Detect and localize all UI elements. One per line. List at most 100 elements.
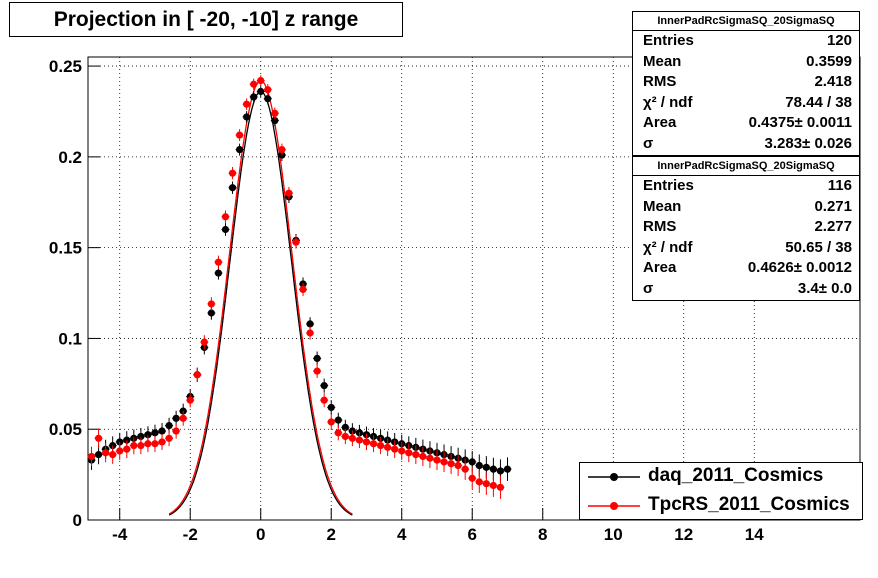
data-point <box>165 434 173 442</box>
y-tick-label: 0.1 <box>58 329 82 348</box>
data-point <box>334 416 342 424</box>
data-point <box>391 445 399 453</box>
stats-value: 2.418 <box>814 73 852 91</box>
data-point <box>214 269 223 277</box>
data-point <box>264 86 272 94</box>
data-point <box>235 131 244 139</box>
x-tick-label: -4 <box>112 525 128 544</box>
data-point <box>278 146 286 154</box>
data-point <box>306 320 314 328</box>
data-point <box>327 403 335 412</box>
data-point <box>243 100 251 108</box>
legend: daq_2011_Cosmics TpcRS_2011_Cosmics <box>579 462 863 520</box>
stats-label: Mean <box>643 52 682 70</box>
stats-label: Entries <box>643 32 694 49</box>
stats-value: 3.283± 0.026 <box>764 134 852 152</box>
data-point <box>355 436 364 444</box>
data-point <box>264 95 272 103</box>
data-point <box>426 454 434 462</box>
data-point <box>468 474 476 482</box>
x-tick-label: 6 <box>468 525 477 544</box>
data-point <box>207 309 215 317</box>
x-tick-label: 0 <box>256 525 265 544</box>
data-point <box>440 458 448 466</box>
data-point <box>376 441 385 450</box>
data-point <box>214 258 223 266</box>
stats-row-area: Area 0.4626± 0.0012 <box>633 258 859 279</box>
data-point <box>503 465 512 473</box>
y-tick-label: 0.15 <box>49 239 82 258</box>
data-point <box>172 414 180 422</box>
data-point <box>87 452 96 461</box>
legend-item-daq: daq_2011_Cosmics <box>580 463 864 491</box>
data-point <box>94 434 103 442</box>
data-point <box>144 431 152 439</box>
x-tick-label: 4 <box>397 525 407 544</box>
data-point <box>419 452 427 461</box>
data-point <box>179 414 187 422</box>
data-point <box>158 427 166 435</box>
data-point <box>362 438 371 446</box>
stats-label: RMS <box>643 218 677 236</box>
data-point <box>496 467 505 475</box>
stats-row-area: Area 0.4375± 0.0011 <box>633 113 859 134</box>
data-point <box>320 382 328 390</box>
data-point <box>454 461 462 470</box>
y-tick-label: 0.25 <box>49 57 82 76</box>
data-point <box>158 438 166 446</box>
data-point <box>250 80 258 88</box>
stats-value: 50.65 / 38 <box>785 238 852 256</box>
stats-row-sigma: σ 3.4± 0.0 <box>633 279 859 300</box>
data-point <box>102 449 110 457</box>
data-point <box>327 418 335 426</box>
stats-value: 78.44 / 38 <box>785 93 852 111</box>
stats-label: Area <box>643 114 677 132</box>
stats-label: RMS <box>643 73 677 91</box>
data-point <box>151 440 159 448</box>
stats-value: 0.4375± 0.0011 <box>748 114 852 132</box>
data-point <box>257 87 265 96</box>
data-point <box>271 116 279 125</box>
data-point <box>271 109 279 117</box>
stats-label: Area <box>643 259 677 277</box>
stats-value: 0.271 <box>814 197 852 215</box>
data-point <box>334 429 342 437</box>
data-point <box>482 463 490 471</box>
stats-row-rms: RMS 2.418 <box>633 72 859 93</box>
data-point <box>433 456 441 464</box>
stats-value: 120 <box>826 32 852 49</box>
data-point <box>250 93 258 101</box>
data-point <box>292 238 300 246</box>
data-point <box>369 440 378 448</box>
chart-title: Projection in [ -20, -10] z range <box>53 8 359 31</box>
data-point <box>461 465 469 473</box>
stats-row-rms: RMS 2.277 <box>633 217 859 238</box>
data-point <box>137 441 145 450</box>
legend-item-tpcrs: TpcRS_2011_Cosmics <box>580 492 864 520</box>
stats-label: Entries <box>643 177 694 194</box>
data-point <box>200 338 208 346</box>
stats-value: 0.4626± 0.0012 <box>747 259 852 277</box>
data-point <box>482 480 490 488</box>
data-point <box>151 429 159 437</box>
y-tick-label: 0 <box>73 511 82 530</box>
x-tick-label: 8 <box>538 525 547 544</box>
data-point <box>257 77 265 85</box>
legend-marker-tpcrs <box>588 502 640 510</box>
data-point <box>243 113 251 121</box>
data-point <box>475 461 483 470</box>
data-point <box>123 436 131 444</box>
data-point <box>412 451 420 459</box>
data-point <box>496 483 505 491</box>
data-point <box>228 169 237 177</box>
stats-row-chi2: χ² / ndf 50.65 / 38 <box>633 238 859 259</box>
stats-header: InnerPadRcSigmaSQ_20SigmaSQ <box>633 12 859 31</box>
data-point <box>285 189 293 197</box>
stats-box-tpcrs: InnerPadRcSigmaSQ_20SigmaSQ Entries 116 M… <box>632 156 860 301</box>
x-tick-label: 2 <box>326 525 335 544</box>
stats-label: χ² / ndf <box>643 93 693 111</box>
y-tick-label: 0.05 <box>49 420 82 439</box>
data-point <box>489 465 497 473</box>
x-tick-label: 14 <box>745 525 764 544</box>
data-point <box>207 300 215 308</box>
